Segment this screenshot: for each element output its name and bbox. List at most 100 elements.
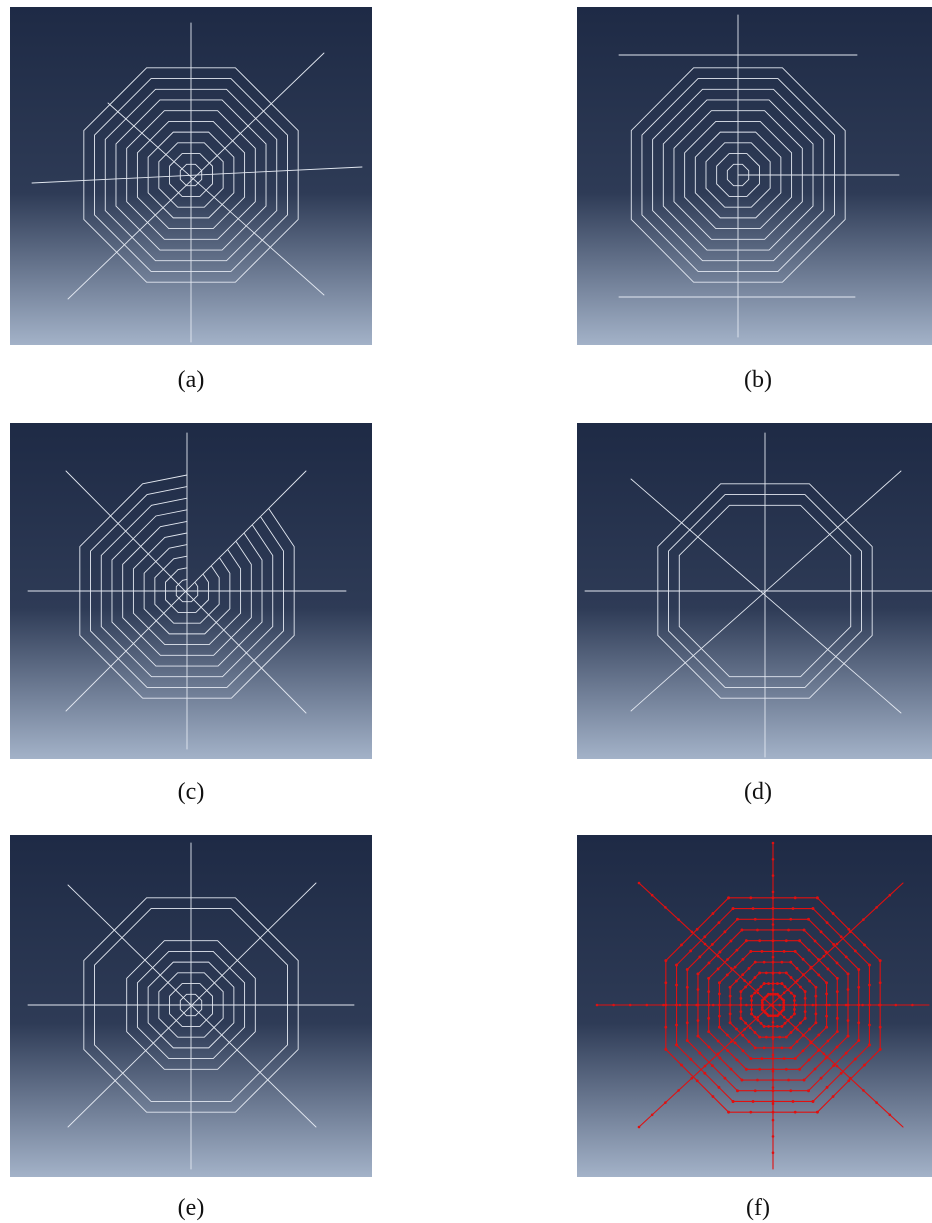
mesh-node [875,906,878,909]
mesh-node [664,1101,667,1104]
spiral-ring-2 [169,153,213,197]
mesh-node [747,967,751,970]
mesh-node [844,1003,848,1007]
mesh-node [814,1021,818,1025]
spiral-ring-5 [136,120,246,230]
mesh-node [703,1071,707,1075]
mesh-node [778,1003,781,1007]
spiderweb-panel-d [577,423,932,759]
mesh-node [819,930,823,934]
mesh-node [740,1078,744,1082]
mesh-node [819,1076,823,1080]
mesh-node [839,1071,843,1075]
mesh-node [685,1021,689,1025]
mesh-node [698,955,702,959]
mesh-node [756,1018,760,1022]
mesh-node [595,1003,599,1007]
mesh-node [807,917,810,921]
mesh-node [846,1003,850,1007]
mesh-node [846,1034,850,1038]
mesh-node [825,1085,829,1089]
mesh-node [822,1052,826,1056]
mesh-node [716,954,720,958]
radial-thread-4 [65,470,307,712]
spiral-ring-6 [122,520,252,656]
mesh-node [664,1047,668,1051]
mesh-node [771,896,775,900]
mesh-node [727,896,731,900]
mesh-node [853,1057,857,1061]
mesh-node [793,999,796,1002]
mesh-node [771,955,775,959]
mesh-node [771,1037,775,1040]
mesh-node [771,1057,775,1060]
mesh-node [824,1056,828,1060]
mesh-node [771,928,775,932]
mesh-node [778,1035,782,1039]
mesh-node [759,1021,763,1025]
mesh-nodes-ring-7 [696,928,850,1082]
mesh-node [802,1078,806,1082]
mesh-node [696,988,700,991]
mesh-node [811,1003,815,1007]
mesh-node [736,1089,739,1093]
mesh-node [762,960,766,964]
mesh-node [744,1067,748,1071]
mesh-nodes-ring-6 [707,939,839,1071]
mesh-node [756,1015,760,1019]
mesh-node [803,1016,807,1020]
spiral-ring-1 [179,163,203,187]
mesh-node [696,1019,700,1022]
mesh-node [799,1021,802,1025]
mesh-node [758,939,762,943]
mesh-node [796,979,799,982]
mesh-node [725,973,729,977]
mesh-node [756,1078,759,1082]
spiderweb-model-b [577,7,932,345]
mesh-node [771,890,775,894]
mesh-node [857,985,861,989]
mesh-node [782,1001,786,1005]
mesh-node [813,939,817,943]
mesh-node [878,959,882,963]
mesh-node [794,980,798,984]
spiral-ring-9 [641,78,835,272]
mesh-nodes-ring-2 [750,982,796,1028]
mesh-node [795,1040,799,1043]
mesh-node [758,971,762,975]
spiderweb-model-d [577,423,932,759]
mesh-node [868,983,871,987]
mesh-node [612,1003,615,1007]
mesh-node [831,912,835,915]
mesh-node [726,958,729,961]
mesh-node [783,1021,787,1025]
spiral-ring-4 [694,131,782,219]
spiral-ring-8 [652,88,825,262]
mesh-node [711,912,715,915]
mesh-node [707,1045,711,1049]
spiderweb-model-c [10,423,372,759]
mesh-node [809,1040,812,1043]
mesh-node [728,985,732,989]
mesh-node [725,1033,729,1037]
spiral-ring-4 [143,544,231,635]
spiral-ring-9 [668,494,862,688]
mesh-node [826,1039,830,1043]
mesh-node [794,1026,798,1030]
mesh-node [787,928,790,932]
mesh-node [760,1001,764,1005]
mesh-node [771,1025,775,1028]
mesh-node [814,1003,818,1007]
mesh-node [749,896,753,900]
mesh-node [771,1014,775,1018]
mesh-node [801,1049,805,1053]
wire-group [31,22,363,343]
mesh-node [771,917,775,921]
mesh-node [780,1046,784,1050]
mesh-node [771,1078,775,1082]
mesh-node [718,992,721,996]
mesh-node [728,1003,732,1007]
mesh-node [728,1021,732,1025]
mesh-node [718,1056,722,1060]
spiderweb-model-e [10,835,372,1177]
